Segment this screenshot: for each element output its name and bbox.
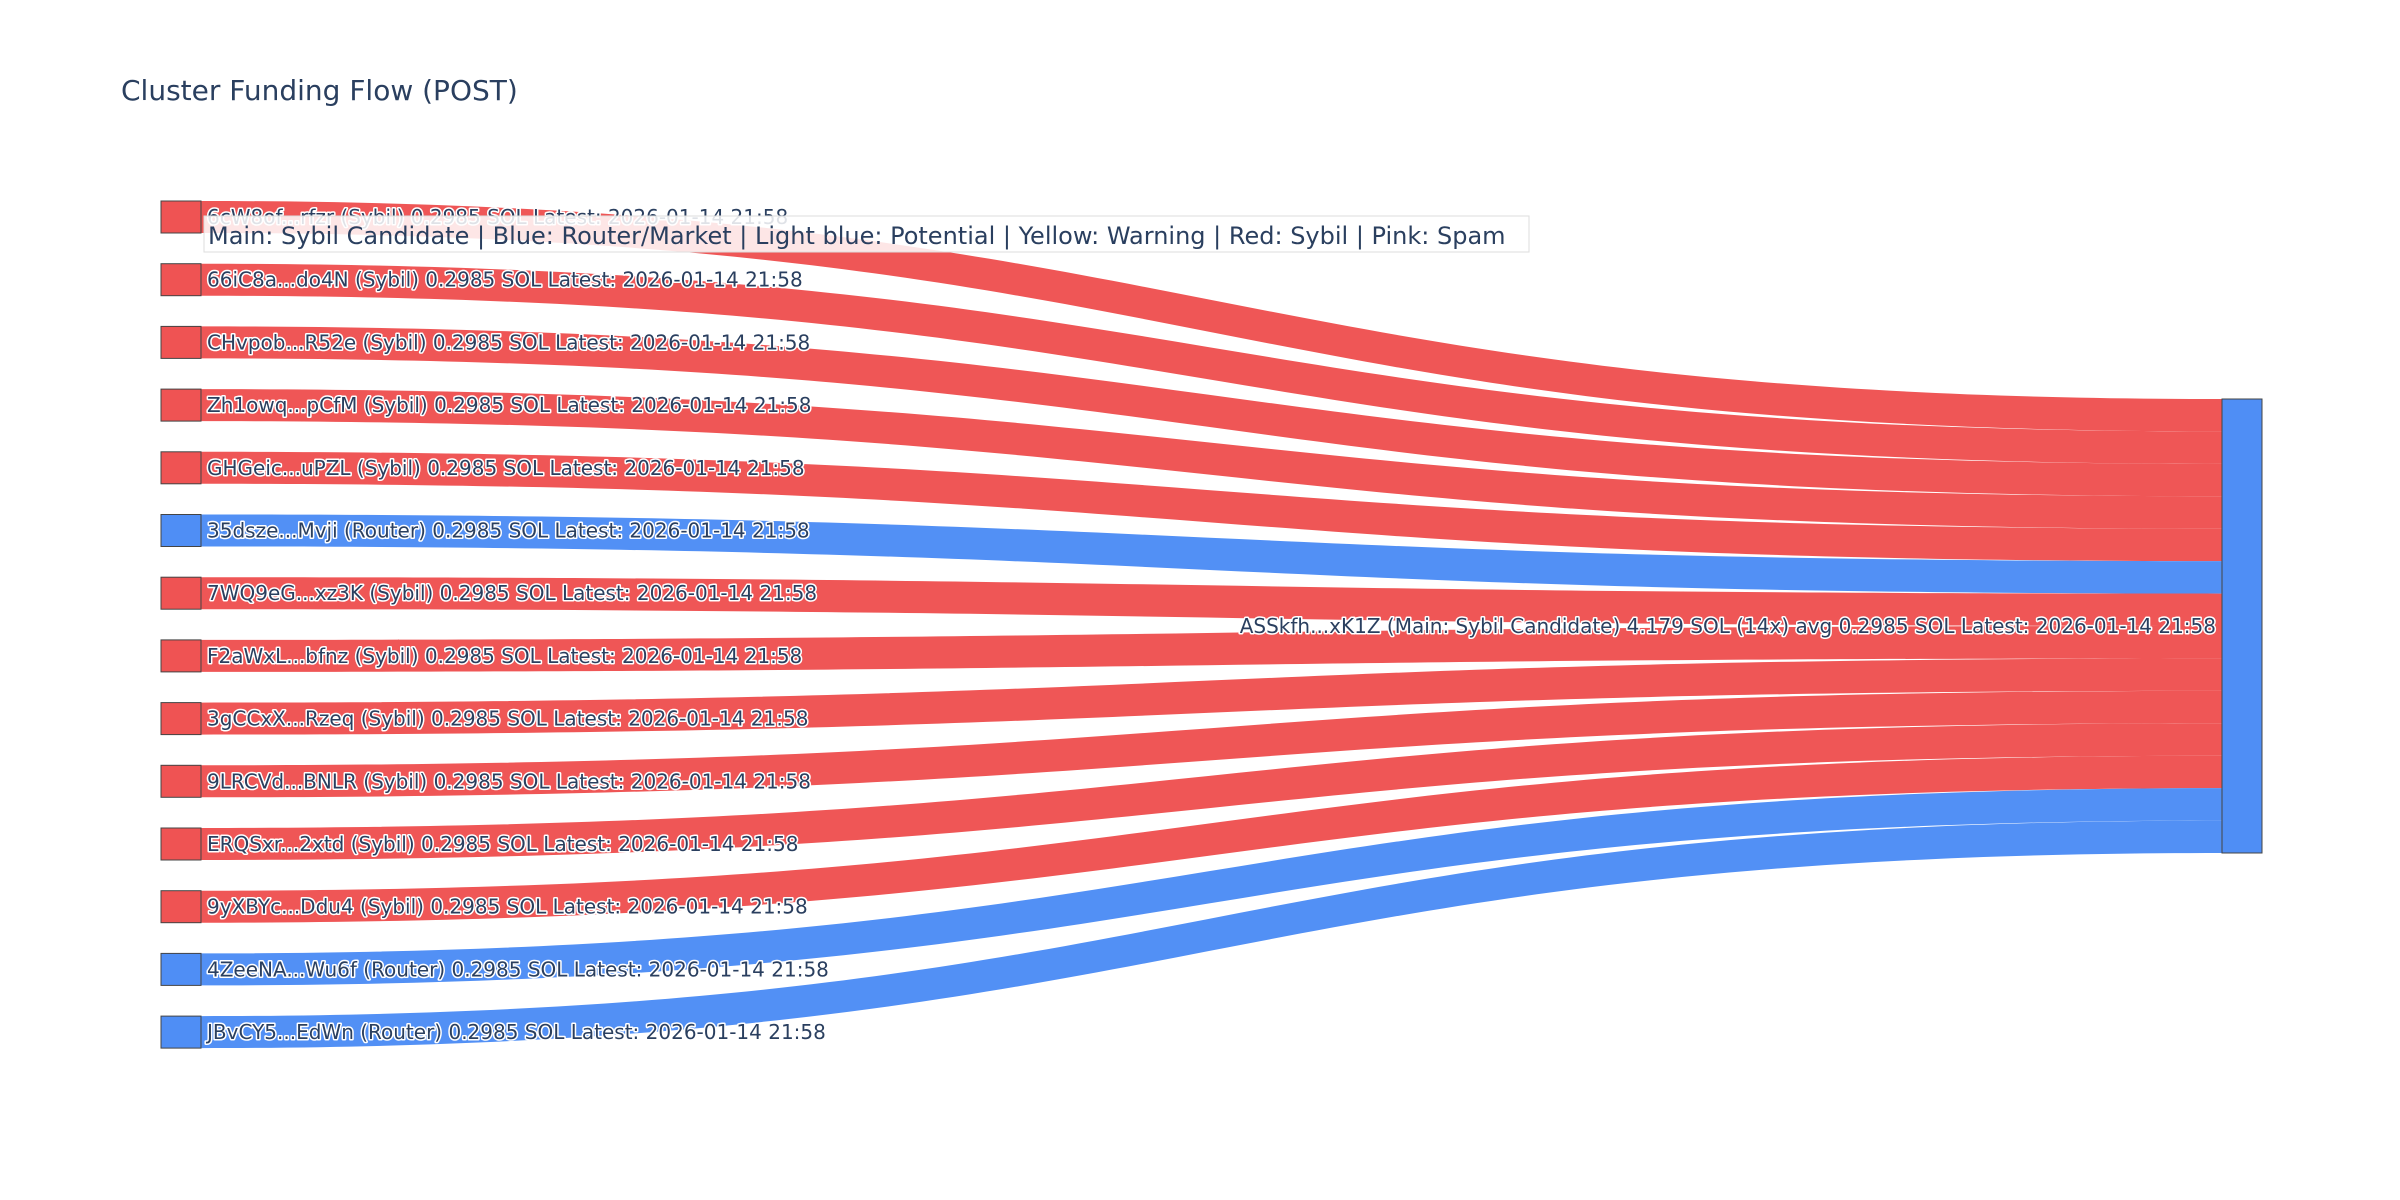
source-node-label-6: 35dsze...Mvji (Router) 0.2985 SOL Latest… [207,519,810,543]
source-node-13 [160,952,202,986]
source-node-label-2: 66iC8a...do4N (Sybil) 0.2985 SOL Latest:… [207,268,803,292]
legend-annotation: Main: Sybil Candidate | Blue: Router/Mar… [203,215,1530,253]
flow-link-5 [201,451,2222,562]
source-node-5 [160,451,202,485]
source-node-label-13: 4ZeeNA...Wu6f (Router) 0.2985 SOL Latest… [207,957,829,981]
flow-link-6 [201,514,2222,594]
source-node-label-4: Zh1owq...pCfM (Sybil) 0.2985 SOL Latest:… [207,393,811,417]
source-node-label-7: 7WQ9eG...xz3K (Sybil) 0.2985 SOL Latest:… [207,581,817,605]
source-node-1 [160,200,202,234]
source-node-label-5: GHGeic...uPZL (Sybil) 0.2985 SOL Latest:… [207,456,805,480]
source-node-3 [160,325,202,359]
source-node-label-14: JBvCY5...EdWn (Router) 0.2985 SOL Latest… [205,1020,826,1044]
source-node-label-9: 3gCCxX...Rzeq (Sybil) 0.2985 SOL Latest:… [207,707,808,731]
source-node-2 [160,263,202,297]
legend-box [203,215,1530,253]
flow-link-7 [201,577,2222,626]
source-node-label-11: ERQSxr...2xtd (Sybil) 0.2985 SOL Latest:… [207,832,798,856]
flow-link-11 [201,723,2222,860]
source-node-10 [160,764,202,798]
source-node-4 [160,388,202,422]
legend-text: Main: Sybil Candidate | Blue: Router/Mar… [208,222,1506,250]
source-node-7 [160,576,202,610]
chart-title: Cluster Funding Flow (POST) [121,74,518,107]
flow-link-1 [201,201,2222,432]
target-node [2221,398,2263,854]
source-node-8 [160,639,202,673]
source-node-label-8: F2aWxL...bfnz (Sybil) 0.2985 SOL Latest:… [207,644,802,668]
flow-link-13 [201,788,2222,986]
source-node-6 [160,514,202,547]
source-node-11 [160,827,202,861]
source-node-label-3: CHvpob...R52e (Sybil) 0.2985 SOL Latest:… [207,330,810,354]
source-node-label-12: 9yXBYc...Ddu4 (Sybil) 0.2985 SOL Latest:… [207,895,808,919]
source-node-14 [160,1015,202,1049]
source-node-12 [160,890,202,924]
flow-link-12 [201,755,2222,923]
flow-link-10 [201,690,2222,798]
flow-links [201,201,2222,1049]
flow-nodes [160,200,2263,1049]
source-node-9 [160,702,202,736]
flow-link-9 [201,658,2222,735]
node-labels: 6cW8of...rfzr (Sybil) 0.2985 SOL Latest:… [204,204,2218,1046]
flow-link-4 [201,389,2222,529]
flow-link-8 [201,626,2222,672]
flow-link-2 [201,263,2222,464]
source-node-label-10: 9LRCVd...BNLR (Sybil) 0.2985 SOL Latest:… [207,769,811,793]
flow-link-3 [201,326,2222,497]
target-node-label: ASSkfh...xK1Z (Main: Sybil Candidate) 4.… [1240,614,2216,638]
flow-link-14 [201,820,2222,1049]
